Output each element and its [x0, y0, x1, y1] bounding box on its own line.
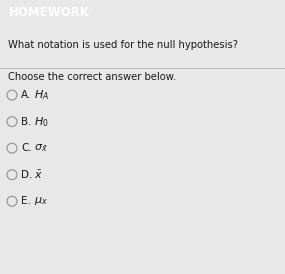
Text: C.: C.: [21, 143, 32, 153]
Text: $H_0$: $H_0$: [34, 115, 49, 129]
Text: $H_A$: $H_A$: [34, 88, 49, 102]
Text: $\mu_x$: $\mu_x$: [34, 195, 48, 207]
Text: $\sigma_{\bar{x}}$: $\sigma_{\bar{x}}$: [34, 142, 48, 154]
Text: What notation is used for the null hypothesis?: What notation is used for the null hypot…: [8, 40, 238, 50]
Text: D.: D.: [21, 170, 32, 180]
Text: $\bar{x}$: $\bar{x}$: [34, 169, 43, 181]
Text: A.: A.: [21, 90, 31, 100]
Text: Choose the correct answer below.: Choose the correct answer below.: [8, 72, 176, 82]
Text: HOMEWORK: HOMEWORK: [9, 6, 89, 19]
Text: E.: E.: [21, 196, 31, 206]
Text: B.: B.: [21, 117, 32, 127]
